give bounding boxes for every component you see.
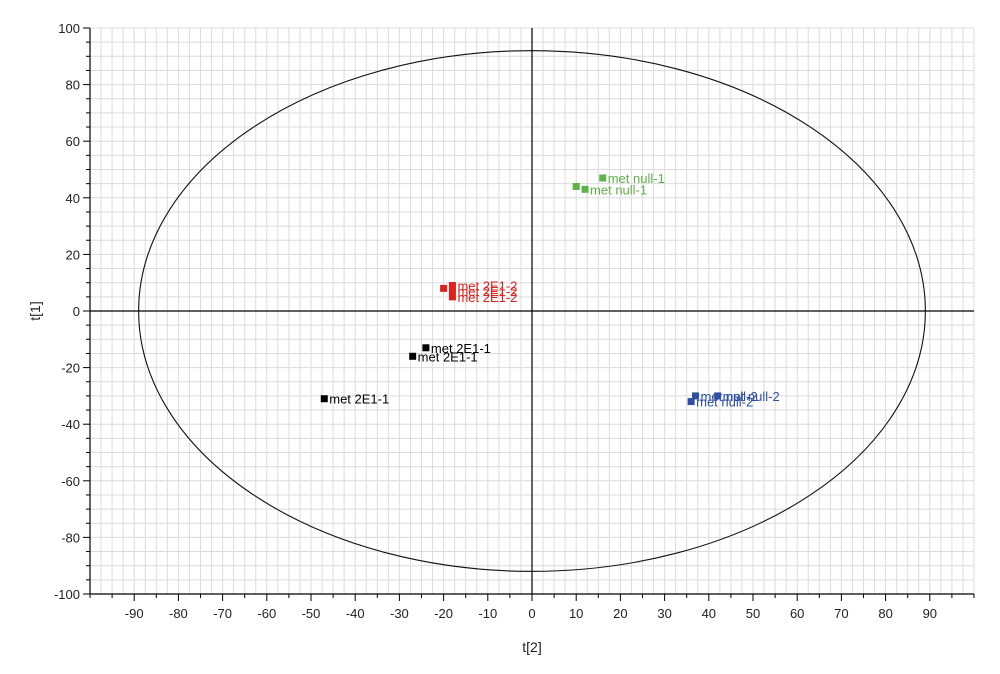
data-point [409, 352, 417, 360]
x-tick-label: 10 [569, 606, 583, 621]
y-tick-label: 80 [66, 78, 80, 93]
point-label: met null-2 [723, 389, 780, 404]
data-point [320, 395, 328, 403]
data-point [714, 392, 722, 400]
point-label: met null-2 [696, 395, 753, 410]
y-tick-label: -100 [54, 587, 80, 602]
y-tick-label: -20 [61, 361, 80, 376]
x-tick-label: 30 [657, 606, 671, 621]
point-label: met 2E1-2 [457, 279, 517, 294]
x-tick-label: -10 [478, 606, 497, 621]
point-label: met null-1 [590, 182, 647, 197]
x-tick-label: 70 [834, 606, 848, 621]
data-point [572, 182, 580, 190]
data-point [448, 282, 456, 290]
y-axis-title: t[1] [27, 301, 43, 320]
x-tick-label: -30 [390, 606, 409, 621]
x-tick-label: 60 [790, 606, 804, 621]
y-axis-ticks: -100 -80 -60 -40 -20 0 20 40 60 80 100 [54, 21, 90, 602]
x-tick-label: 20 [613, 606, 627, 621]
data-point [687, 398, 695, 406]
x-tick-label: -80 [169, 606, 188, 621]
y-tick-label: 20 [66, 247, 80, 262]
point-label: met null-1 [608, 171, 665, 186]
x-axis-ticks: -90 -80 -70 -60 -50 -40 -30 -20 -10 0 10 20 30 40 50 60… [89, 594, 975, 621]
data-point [692, 392, 700, 400]
data-point [581, 185, 589, 193]
data-point [448, 293, 456, 301]
x-axis-title: t[2] [522, 639, 541, 655]
point-label: met 2E1-2 [457, 284, 517, 299]
x-tick-label: -20 [434, 606, 453, 621]
point-label: met 2E1-1 [431, 341, 491, 356]
x-tick-label: 80 [878, 606, 892, 621]
data-point [422, 344, 430, 352]
point-label: met 2E1-2 [457, 290, 517, 305]
y-tick-label: 60 [66, 134, 80, 149]
x-tick-label: -60 [257, 606, 276, 621]
y-tick-label: -40 [61, 417, 80, 432]
x-tick-label: 40 [702, 606, 716, 621]
y-tick-label: 100 [58, 21, 80, 36]
x-tick-label: 90 [923, 606, 937, 621]
data-point [448, 287, 456, 295]
y-tick-label: -60 [61, 474, 80, 489]
x-tick-label: -70 [213, 606, 232, 621]
y-tick-label: 0 [73, 304, 80, 319]
x-tick-label: 50 [746, 606, 760, 621]
y-tick-label: 40 [66, 191, 80, 206]
data-point [599, 174, 607, 182]
y-tick-label: -80 [61, 530, 80, 545]
x-tick-label: 0 [528, 606, 535, 621]
x-tick-label: -40 [346, 606, 365, 621]
x-tick-label: -50 [302, 606, 321, 621]
data-point [440, 284, 448, 292]
point-label: met 2E1-1 [418, 349, 478, 364]
x-tick-label: -90 [125, 606, 144, 621]
point-label: met 2E1-1 [329, 392, 389, 407]
